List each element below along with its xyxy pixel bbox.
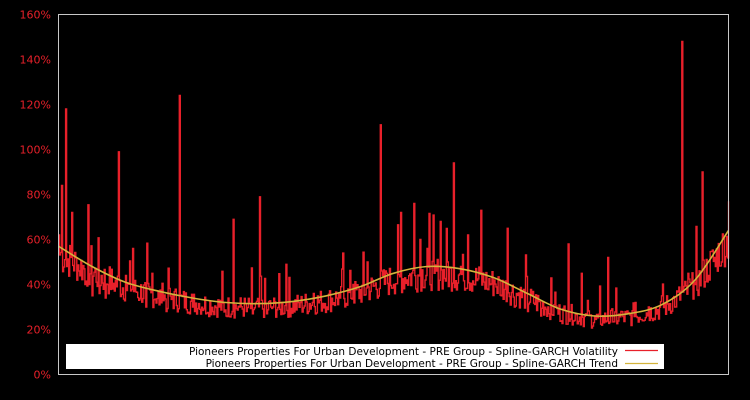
legend-box xyxy=(66,344,664,369)
y-tick-label: 80% xyxy=(27,189,51,202)
y-axis-ticks: 0% 20% 40% 60% 80% 100% 120% 140% 160% xyxy=(20,9,51,382)
legend-label-volatility: Pioneers Properties For Urban Developmen… xyxy=(189,346,618,358)
y-tick-label: 20% xyxy=(27,324,51,337)
y-tick-label: 40% xyxy=(27,279,51,292)
y-tick-label: 140% xyxy=(20,54,51,67)
y-tick-label: 160% xyxy=(20,9,51,22)
legend-label-trend: Pioneers Properties For Urban Developmen… xyxy=(206,358,618,370)
y-tick-label: 120% xyxy=(20,99,51,112)
y-tick-label: 60% xyxy=(27,234,51,247)
y-tick-label: 0% xyxy=(34,369,51,382)
plot-frame xyxy=(58,14,729,375)
trend-line xyxy=(58,230,730,318)
legend: Pioneers Properties For Urban Developmen… xyxy=(66,344,664,370)
series-layer xyxy=(58,40,730,329)
y-tick-label: 100% xyxy=(20,144,51,157)
